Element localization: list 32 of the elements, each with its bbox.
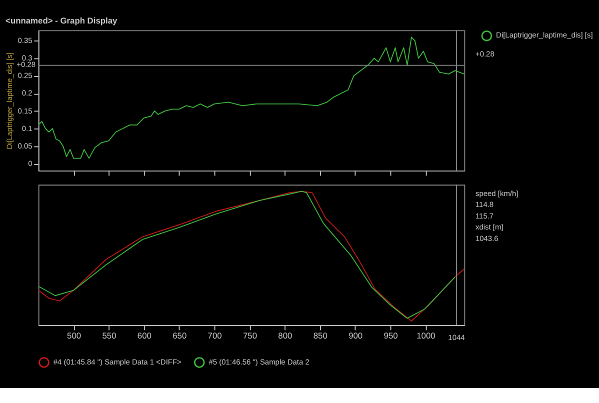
ref-line-label: +0.28 — [16, 60, 36, 70]
legend-label: #4 (01:45.84 ") Sample Data 1 <DIFF> — [53, 357, 182, 366]
x-tick-label: 900 — [348, 330, 363, 341]
x-tick-label: 500 — [67, 330, 82, 341]
y-axis-title: Di[Laptrigger_laptime_dis] [s] — [5, 52, 14, 150]
legend-label: #5 (01:46.56 ") Sample Data 2 — [208, 357, 310, 366]
x-tick-label: 750 — [242, 330, 258, 341]
text: speed [km/h] — [475, 188, 518, 198]
x-tick-label: 600 — [137, 330, 152, 341]
x-tick-label: 650 — [172, 330, 187, 341]
y-tick-label: 0.3 — [22, 54, 32, 63]
text: 114.8 — [475, 200, 494, 210]
x-tick-label: 850 — [313, 330, 328, 341]
x-tick-label: 800 — [278, 330, 293, 341]
y-tick-label: 0.2 — [22, 88, 32, 98]
chart-title: <unnamed> - Graph Display — [6, 16, 118, 26]
text: xdist [m] — [475, 222, 504, 232]
y-tick-label: 0.35 — [18, 36, 32, 46]
ref-line-label: 1044 — [448, 333, 465, 342]
y-tick-label: 0.05 — [18, 141, 32, 150]
y-tick-label: 0 — [28, 158, 32, 168]
legend-label: Di[Laptrigger_laptime_dis] [s] — [496, 30, 593, 40]
y-tick-label: 0.1 — [22, 124, 32, 133]
text: 115.7 — [475, 211, 494, 220]
x-tick-label: 550 — [102, 330, 117, 341]
y-tick-label: 0.25 — [18, 71, 32, 80]
x-tick-label: 1000 — [416, 330, 436, 341]
x-tick-label: 700 — [208, 330, 222, 341]
text: +0.28 — [475, 49, 494, 58]
text: 1043.6 — [475, 234, 498, 243]
y-tick-label: 0.15 — [18, 106, 32, 116]
x-tick-label: 950 — [384, 330, 398, 341]
